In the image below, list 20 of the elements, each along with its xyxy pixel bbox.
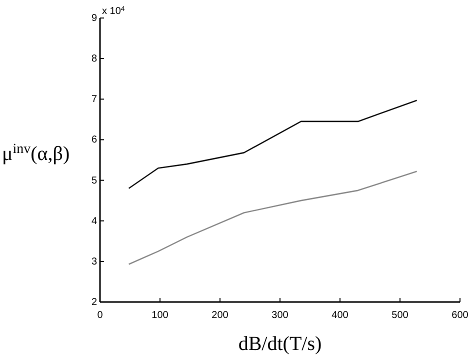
y-tick-label: 7 [91,94,98,106]
x-tick-label: 500 [392,310,409,321]
y-tick-label: 8 [91,54,98,65]
x-tick-label: 100 [152,310,169,321]
x-axis-title: dB/dt(T/s) [238,333,322,355]
y-tick-label: 9 [91,13,98,24]
y-tick-label: 6 [91,134,98,146]
line-series [128,100,418,190]
text: x 10$^{4}$ [102,6,125,17]
x-tick-label: 200 [212,310,229,321]
x-tick-label: 400 [332,310,349,321]
y-tick-label: 4 [91,216,98,227]
x-tick-label: 0 [97,310,104,321]
x-tick-label: 600 [452,310,469,321]
y-tick-label: 2 [91,297,98,308]
x-tick-label: 300 [272,310,289,321]
y-tick-label: 3 [91,256,98,268]
y-tick-label: 5 [91,175,98,186]
y-axis-title: μ$^{inv}$(α,β) [2,142,70,165]
line-series [128,170,418,265]
